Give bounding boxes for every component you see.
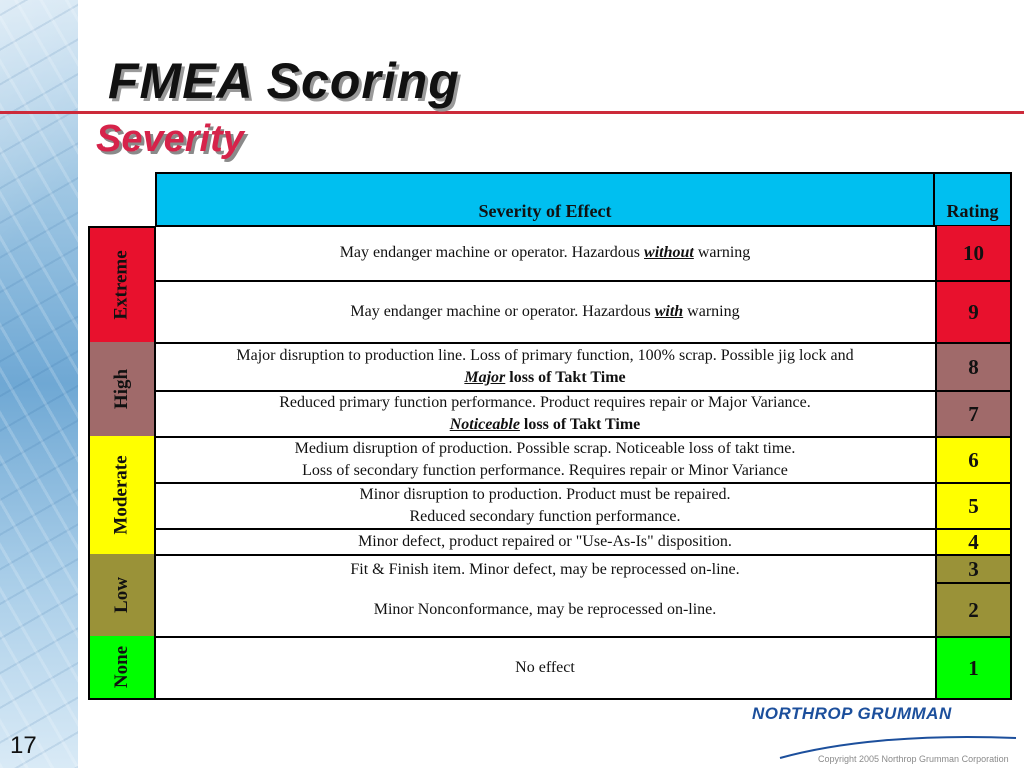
description-text: Loss of secondary function performance. …	[302, 462, 788, 479]
rating-cell: 10	[935, 226, 1012, 282]
description-text: May endanger machine or operator. Hazard…	[350, 303, 655, 320]
category-extreme: Extreme	[88, 226, 156, 344]
description-text: warning	[683, 303, 740, 320]
description-text: Minor defect, product repaired or "Use-A…	[358, 533, 732, 550]
description-text: loss of Takt Time	[505, 369, 626, 386]
severity-description-row: May endanger machine or operator. Hazard…	[155, 282, 935, 344]
rating-cell: 7	[935, 392, 1012, 438]
severity-description-row: Minor Nonconformance, may be reprocessed…	[155, 584, 935, 638]
emphasis-text: with	[654, 303, 684, 320]
description-text: warning	[693, 244, 751, 261]
header-severity-of-effect: Severity of Effect	[155, 172, 935, 227]
description-text: Minor Nonconformance, may be reprocessed…	[373, 601, 717, 618]
slide-number: 17	[10, 732, 37, 759]
severity-description-row: Medium disruption of production. Possibl…	[155, 438, 935, 484]
category-label: High	[111, 368, 132, 410]
severity-description-row: Major disruption to production line. Los…	[155, 344, 935, 392]
emphasis-text: without	[644, 244, 694, 261]
rating-cell: 5	[935, 484, 1012, 530]
logo-swoosh-icon	[779, 735, 1017, 759]
rating-cell: 6	[935, 438, 1012, 484]
description-text: May endanger machine or operator. Hazard…	[339, 244, 645, 261]
slide-title: FMEA Scoring	[108, 53, 460, 109]
description-text: No effect	[515, 659, 575, 676]
category-high: High	[88, 342, 156, 438]
header-rating: Rating	[935, 172, 1012, 227]
category-moderate: Moderate	[88, 436, 156, 556]
category-label: Low	[111, 577, 132, 613]
rating-cell: 9	[935, 282, 1012, 344]
title-underline	[0, 111, 1024, 114]
emphasis-text: Noticeable	[449, 416, 520, 433]
rating-cell: 8	[935, 344, 1012, 392]
copyright-text: Copyright 2005 Northrop Grumman Corporat…	[818, 754, 1009, 764]
decorative-side-strip	[0, 0, 78, 768]
rating-cell: 1	[935, 638, 1012, 700]
description-text: Minor disruption to production. Product …	[359, 486, 731, 503]
description-text: Reduced primary function performance. Pr…	[279, 394, 811, 411]
category-label: Moderate	[111, 455, 133, 535]
severity-description-row: Minor defect, product repaired or "Use-A…	[155, 530, 935, 556]
category-low: Low	[88, 554, 156, 638]
rating-cell: 2	[935, 584, 1012, 638]
category-none: None	[88, 636, 156, 700]
slide-subtitle: Severity	[96, 118, 244, 160]
severity-description-row: May endanger machine or operator. Hazard…	[155, 226, 935, 282]
description-text: Medium disruption of production. Possibl…	[294, 440, 796, 457]
severity-description-row: No effect	[155, 638, 935, 700]
description-text: loss of Takt Time	[519, 416, 641, 433]
severity-description-row: Reduced primary function performance. Pr…	[155, 392, 935, 438]
category-label: Extreme	[111, 250, 133, 320]
severity-description-row: Fit & Finish item. Minor defect, may be …	[155, 556, 935, 584]
rating-cell: 3	[935, 556, 1012, 584]
emphasis-text: Major	[464, 369, 506, 386]
description-text: Major disruption to production line. Los…	[236, 347, 854, 364]
rating-cell: 4	[935, 530, 1012, 556]
description-text: Fit & Finish item. Minor defect, may be …	[350, 561, 740, 578]
category-label: None	[110, 645, 132, 689]
description-text: Reduced secondary function performance.	[409, 508, 681, 525]
severity-description-row: Minor disruption to production. Product …	[155, 484, 935, 530]
company-logo: NORTHROP GRUMMAN	[752, 704, 952, 723]
